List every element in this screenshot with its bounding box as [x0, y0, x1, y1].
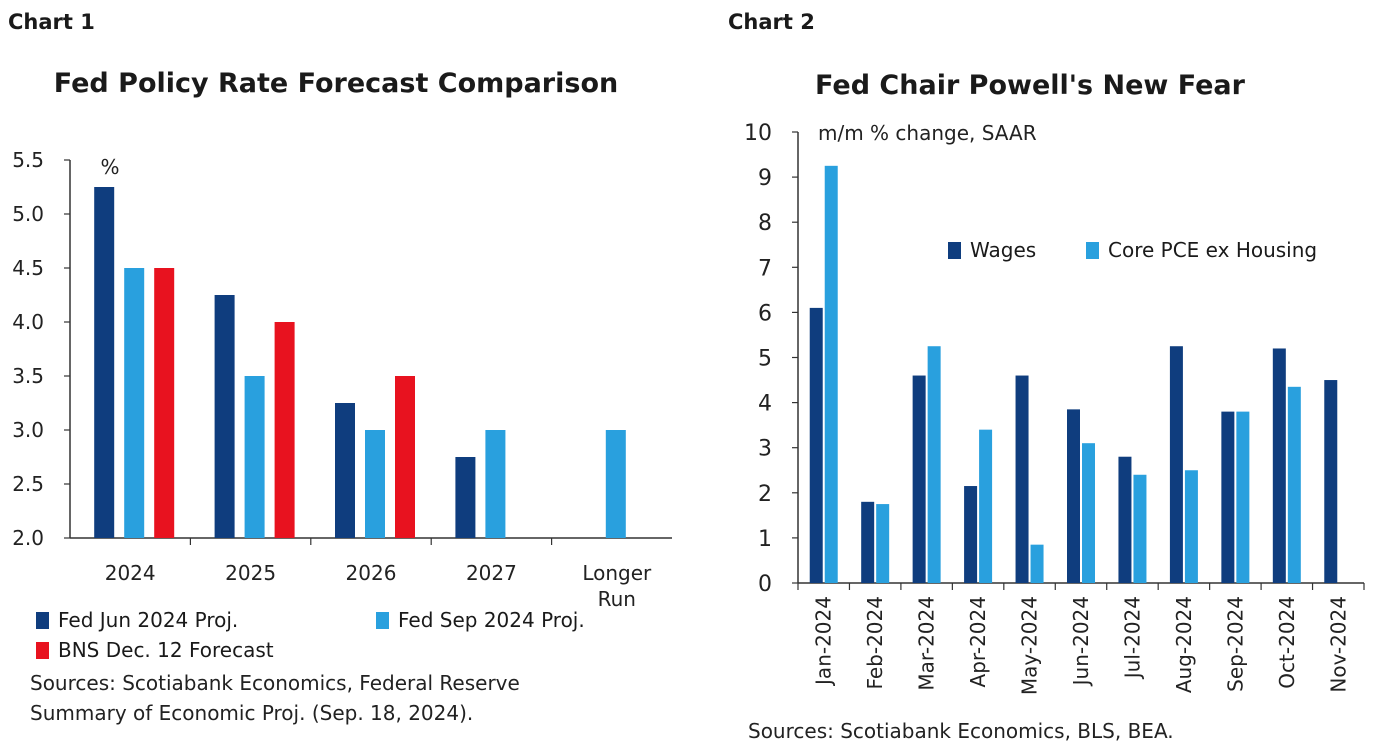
legend-swatch-wages: [948, 241, 961, 259]
bar-bns-dec-12-forecast-2024: [154, 268, 175, 538]
x-tick-label: Nov-2024: [1326, 596, 1350, 693]
y-tick-label: 4.5: [12, 256, 44, 280]
y-tick-label: 5: [758, 347, 772, 372]
y-tick-label: 2.5: [12, 472, 44, 496]
legend-swatch-fed-jun: [36, 611, 49, 629]
legend-label-fed-jun: Fed Jun 2024 Proj.: [58, 608, 239, 632]
legend-item-core-pce: Core PCE ex Housing: [1086, 238, 1317, 262]
bar-wages-oct-2024: [1272, 348, 1286, 583]
x-tick-label: Apr-2024: [966, 596, 990, 687]
chart-2-source-line: Sources: Scotiabank Economics, BLS, BEA.: [748, 719, 1174, 743]
legend-label-fed-sep: Fed Sep 2024 Proj.: [398, 608, 585, 632]
chart-1-plot: 2.0 2.5 3.0 3.5 4.0 4.5 5.0 5.5 % 2024 2025 2026 202…: [12, 148, 672, 611]
chart-2-title: Fed Chair Powell's New Fear: [815, 70, 1245, 101]
chart-2-label: Chart 2: [728, 10, 815, 34]
legend-item-wages: Wages: [948, 238, 1036, 262]
y-tick-label: 4.0: [12, 310, 44, 334]
y-unit-label: %: [100, 155, 119, 179]
legend-label-wages: Wages: [970, 238, 1037, 262]
legend-item-bns: BNS Dec. 12 Forecast: [36, 638, 274, 662]
y-tick-label: 7: [758, 256, 772, 281]
chart-2-sources: Sources: Scotiabank Economics, BLS, BEA.: [748, 716, 1174, 746]
legend-item-fed-jun: Fed Jun 2024 Proj.: [36, 608, 238, 632]
y-tick-label: 10: [744, 121, 772, 146]
y-tick-label: 5.0: [12, 202, 44, 226]
x-tick-label: Longer: [582, 561, 652, 585]
bar-wages-jun-2024: [1067, 409, 1080, 583]
y-tick-label: 4: [758, 392, 772, 417]
bar-fed-sep-2024-proj-longer-run: [605, 430, 626, 538]
x-tick-label: Sep-2024: [1223, 596, 1247, 692]
y-tick-label: 2.0: [12, 526, 44, 550]
chart-2-panel: Chart 2 Fed Chair Powell's New Fear 0 1 2 3…: [690, 0, 1394, 755]
bar-core-pce-ex-housing-sep-2024: [1236, 411, 1250, 583]
y-tick-label: 1: [758, 527, 772, 552]
legend-label-bns: BNS Dec. 12 Forecast: [58, 638, 274, 662]
bar-wages-nov-2024: [1324, 380, 1338, 583]
bar-core-pce-ex-housing-may-2024: [1030, 544, 1044, 583]
bar-wages-jan-2024: [809, 307, 823, 583]
bar-wages-may-2024: [1015, 375, 1029, 583]
bar-fed-jun-2024-proj-2024: [94, 187, 115, 538]
chart-1-panel: Chart 1 Fed Policy Rate Forecast Compari…: [0, 0, 690, 755]
chart-1-sources: Sources: Scotiabank Economics, Federal R…: [30, 668, 520, 728]
x-tick-label: May-2024: [1018, 596, 1042, 695]
bar-core-pce-ex-housing-feb-2024: [876, 504, 890, 583]
y-tick-label: 6: [758, 301, 772, 326]
y-tick-label: 3: [758, 437, 772, 462]
bar-fed-jun-2024-proj-2025: [214, 295, 235, 538]
legend-label-core-pce: Core PCE ex Housing: [1108, 238, 1318, 262]
bar-wages-mar-2024: [912, 375, 926, 583]
chart-1-title: Fed Policy Rate Forecast Comparison: [53, 68, 619, 99]
bar-fed-sep-2024-proj-2025: [244, 376, 265, 538]
x-tick-label: 2026: [346, 561, 397, 585]
x-tick-label: Oct-2024: [1275, 596, 1299, 689]
bar-core-pce-ex-housing-oct-2024: [1287, 386, 1301, 583]
y-tick-label: 3.5: [12, 364, 44, 388]
bar-fed-sep-2024-proj-2026: [365, 430, 385, 538]
bar-core-pce-ex-housing-mar-2024: [927, 346, 941, 583]
bar-fed-jun-2024-proj-2027: [455, 457, 476, 538]
bar-bns-dec-12-forecast-2025: [274, 322, 295, 538]
bar-core-pce-ex-housing-apr-2024: [979, 429, 993, 583]
legend-swatch-fed-sep: [376, 611, 389, 629]
legend-swatch-core-pce: [1086, 241, 1099, 259]
bar-fed-jun-2024-proj-2026: [335, 403, 355, 538]
x-tick-label: Jul-2024: [1120, 596, 1144, 680]
y-tick-label: 3.0: [12, 418, 44, 442]
x-tick-label: Jan-2024: [812, 596, 836, 687]
y-tick-label: 9: [758, 166, 772, 191]
legend-swatch-bns: [36, 641, 49, 659]
chart-1-label: Chart 1: [8, 10, 95, 34]
chart-2-plot: 0 1 2 3 4 5 6 7 8 9 10 m/m % change, SAAR Jan-2024 Fe…: [744, 121, 1365, 695]
y-tick-label: 2: [758, 482, 772, 507]
y-tick-label: 5.5: [12, 148, 44, 172]
x-tick-label: 2025: [225, 561, 276, 585]
bar-wages-sep-2024: [1221, 411, 1235, 583]
x-tick-label: Aug-2024: [1172, 596, 1196, 693]
bar-bns-dec-12-forecast-2026: [395, 376, 415, 538]
x-tick-label: Run: [598, 587, 636, 611]
chart-1-source-line: Summary of Economic Proj. (Sep. 18, 2024…: [30, 701, 474, 725]
x-tick-label: Jun-2024: [1069, 596, 1093, 687]
x-tick-label: Feb-2024: [863, 596, 887, 690]
y-tick-label: 8: [758, 211, 772, 236]
x-tick-label: 2024: [105, 561, 156, 585]
bar-core-pce-ex-housing-aug-2024: [1184, 470, 1198, 583]
bar-wages-apr-2024: [964, 486, 978, 583]
x-tick-label: 2027: [466, 561, 517, 585]
bar-core-pce-ex-housing-jan-2024: [824, 165, 838, 583]
legend-item-fed-sep: Fed Sep 2024 Proj.: [376, 608, 585, 632]
y-unit-label: m/m % change, SAAR: [818, 121, 1037, 145]
bar-core-pce-ex-housing-jun-2024: [1082, 443, 1095, 583]
bar-wages-feb-2024: [861, 501, 875, 583]
chart-1-source-line: Sources: Scotiabank Economics, Federal R…: [30, 671, 520, 695]
bar-core-pce-ex-housing-jul-2024: [1133, 474, 1147, 583]
y-tick-label: 0: [758, 572, 772, 597]
bar-wages-jul-2024: [1118, 456, 1132, 583]
bar-fed-sep-2024-proj-2027: [485, 430, 506, 538]
x-tick-label: Mar-2024: [915, 596, 939, 691]
bar-wages-aug-2024: [1169, 346, 1183, 583]
bar-fed-sep-2024-proj-2024: [124, 268, 145, 538]
